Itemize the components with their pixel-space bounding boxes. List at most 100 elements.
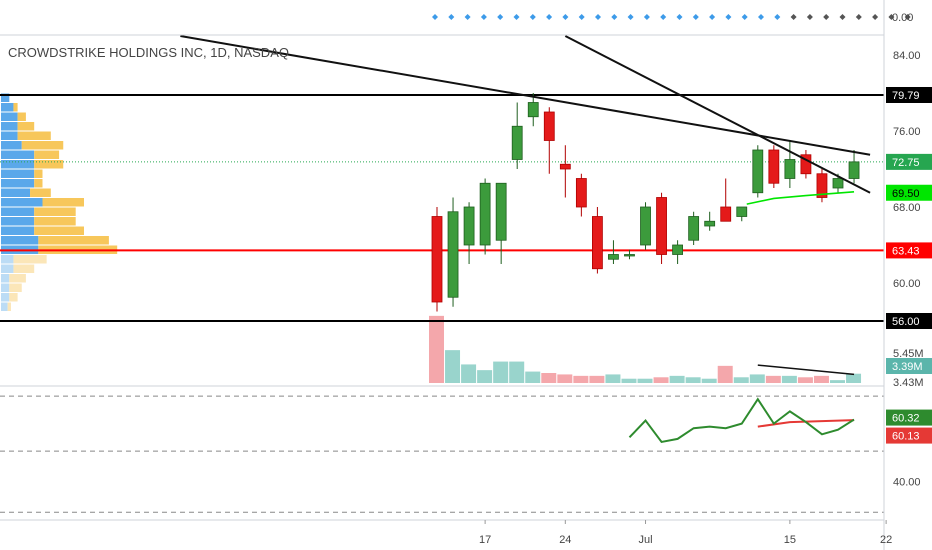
indicator-signal-line [757, 419, 855, 428]
event-marker [497, 14, 504, 20]
volume-bar [557, 374, 573, 383]
volume-bar [846, 373, 862, 383]
volume-bar [717, 365, 733, 383]
candle-body [688, 216, 700, 241]
volume-profile-up [1, 198, 43, 207]
volume-profile-down [34, 217, 76, 226]
volume-profile-up [1, 103, 14, 112]
volume-profile-down [38, 236, 109, 245]
candle-body [832, 178, 844, 189]
candle-body [431, 216, 443, 303]
level-tag [886, 313, 932, 329]
volume-profile-down [34, 169, 43, 178]
volume-profile-up [1, 179, 35, 188]
volume-tick-partial: 3.43M [893, 377, 924, 389]
volume-profile-down [13, 255, 47, 264]
event-marker [660, 14, 667, 20]
level-tag-label: 63.43 [892, 245, 920, 257]
volume-bar [797, 377, 813, 383]
volume-profile-up [1, 169, 35, 178]
volume-bar [525, 371, 541, 383]
volume-profile-up [1, 264, 14, 273]
ma-tag [886, 184, 932, 201]
top-pane-tick: 0.00 [892, 12, 913, 24]
level-tag [886, 86, 932, 103]
horizontal-levels: 79.79 63.43 56.00 72.75 [0, 86, 932, 329]
volume-bar [781, 375, 797, 383]
volume-bar [621, 378, 637, 383]
last-price-tag [886, 153, 932, 170]
event-marker [774, 14, 781, 20]
time-tick-label: Jul [638, 534, 652, 546]
volume-profile-down [17, 122, 35, 131]
indicator-signal-label: 60.13 [892, 431, 920, 443]
time-axis: 17 24 Jul 15 22 [479, 520, 892, 546]
candle-body [720, 206, 732, 222]
indicator-main-tag [886, 409, 932, 426]
candle-body [608, 254, 619, 260]
volume-bar [605, 374, 621, 383]
event-marker [855, 14, 862, 20]
time-tick-label: 17 [479, 534, 491, 546]
event-marker [725, 14, 732, 20]
event-marker [627, 14, 634, 20]
volume-profile-down [9, 274, 26, 283]
event-marker [790, 14, 797, 20]
event-marker [464, 14, 471, 20]
event-marker [562, 14, 569, 20]
candles: 69.50 [431, 93, 932, 312]
candle-body [656, 197, 667, 255]
candle-body [624, 254, 635, 257]
candle-body [495, 182, 507, 241]
volume-bar [653, 377, 669, 383]
volume-bar [765, 375, 781, 383]
event-marker [676, 14, 683, 20]
candle-body [511, 125, 523, 160]
volume-bar [733, 377, 749, 383]
ma-tag-label: 69.50 [892, 188, 920, 200]
level-tag-label: 56.00 [892, 316, 920, 328]
volume-profile-up [1, 236, 39, 245]
volume-bar [813, 375, 829, 383]
candle-body [736, 206, 748, 217]
indicator-signal-tag [886, 427, 932, 444]
moving-average-line [746, 191, 855, 205]
candle-body [575, 178, 587, 208]
event-markers [432, 14, 911, 20]
event-marker [448, 14, 455, 20]
volume-profile-up [1, 302, 8, 311]
volume-profile-down [7, 302, 11, 311]
volume-profile-up [1, 188, 31, 197]
volume-profile-down [34, 150, 60, 159]
candle-body [447, 211, 459, 298]
volume-bar [509, 361, 525, 383]
candle-body [592, 216, 603, 270]
time-tick-label: 15 [784, 534, 796, 546]
event-marker [692, 14, 699, 20]
volume-bar [493, 361, 509, 383]
trendline [180, 35, 871, 156]
volume-bars [429, 315, 862, 383]
volume-profile-down [17, 131, 51, 140]
candle-body [672, 244, 683, 255]
event-marker [904, 14, 911, 20]
candle-body [640, 206, 651, 246]
event-marker [709, 14, 716, 20]
volume-profile-up [1, 131, 18, 140]
volume-profile-down [9, 293, 18, 302]
candle-body [800, 154, 812, 175]
volume-bar [541, 373, 557, 383]
volume-profile-down [34, 226, 84, 235]
event-marker [823, 14, 830, 20]
volume-profile-up [1, 160, 35, 169]
indicator-tick: 40.00 [893, 477, 921, 489]
event-marker [839, 14, 846, 20]
volume-bar [669, 375, 685, 383]
volume-profile-down [42, 198, 84, 207]
volume-trendline [757, 364, 855, 376]
volume-bar [637, 378, 653, 383]
volume-profile-down [9, 283, 22, 292]
volume-profile-up [1, 207, 35, 216]
